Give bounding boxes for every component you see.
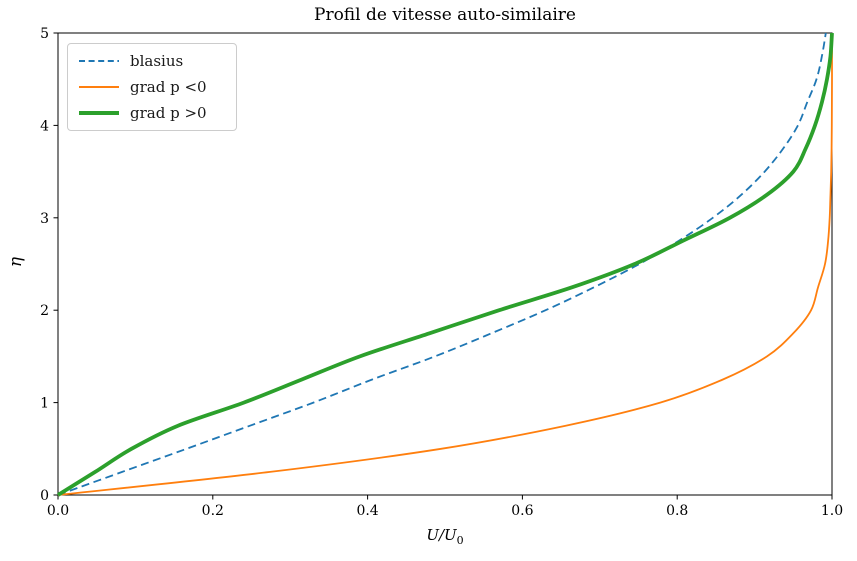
curve-grad-p-neg xyxy=(57,33,833,496)
y-axis-tick-label: 5 xyxy=(40,26,49,42)
chart-title: Profil de vitesse auto-similaire xyxy=(314,5,576,25)
y-axis-tick-label: 1 xyxy=(40,396,49,412)
y-axis-tick-label: 2 xyxy=(40,303,49,319)
x-axis-tick-label: 0.4 xyxy=(356,503,378,519)
x-axis-label: U/U0 xyxy=(58,526,832,547)
legend-label-grad-p-neg: grad p <0 xyxy=(130,78,207,96)
legend-label-grad-p-pos: grad p >0 xyxy=(130,104,207,122)
x-axis-tick-label: 0.0 xyxy=(47,503,69,519)
curve-grad-p-pos xyxy=(56,32,834,497)
y-axis-label: η xyxy=(6,256,26,268)
legend-item-grad-p-pos: grad p >0 xyxy=(68,104,236,122)
curve-blasius xyxy=(57,32,827,496)
x-axis-tick-label: 1.0 xyxy=(821,503,843,519)
legend-label-blasius: blasius xyxy=(130,52,184,70)
legend-line-blasius-icon xyxy=(79,60,119,62)
x-axis-label-main: U/U xyxy=(426,526,457,544)
legend-item-blasius: blasius xyxy=(68,52,236,70)
legend-line-grad-p-pos-icon xyxy=(79,111,119,115)
legend-item-grad-p-neg: grad p <0 xyxy=(68,78,236,96)
x-axis-tick-label: 0.6 xyxy=(511,503,533,519)
x-axis-tick-label: 0.2 xyxy=(202,503,224,519)
plot-border xyxy=(57,32,833,496)
x-axis-label-sub: 0 xyxy=(456,534,464,547)
legend: blasius grad p <0 grad p >0 xyxy=(67,43,237,131)
y-axis-tick-label: 3 xyxy=(40,211,49,227)
y-axis-tick-label: 0 xyxy=(40,488,49,504)
x-axis-tick-label: 0.8 xyxy=(666,503,688,519)
legend-line-grad-p-neg-icon xyxy=(79,86,119,88)
y-axis-tick-label: 4 xyxy=(40,118,49,134)
